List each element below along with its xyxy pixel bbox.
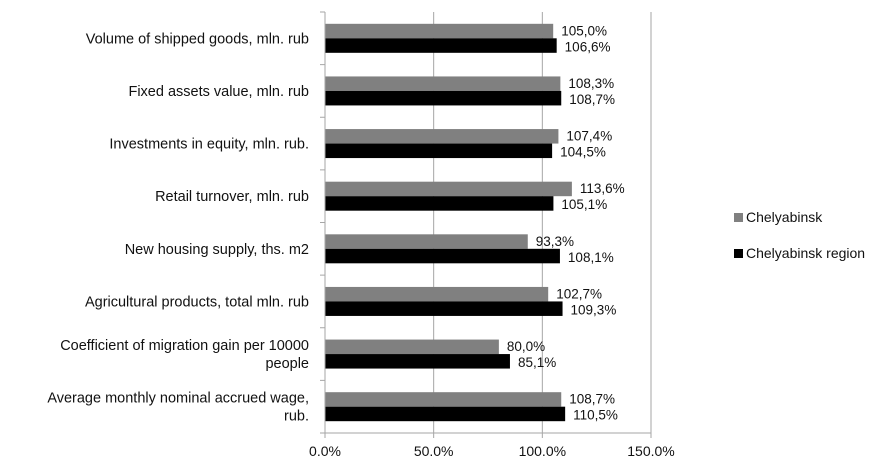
data-label: 106,6% (565, 39, 611, 54)
legend-label: Chelyabinsk region (746, 245, 865, 261)
category-label: New housing supply, ths. m2 (125, 242, 309, 258)
bar-chelyabinsk (325, 129, 559, 144)
x-tick-label: 0.0% (309, 443, 341, 459)
category-label: Average monthly nominal accrued wage, (47, 391, 309, 407)
data-label: 93,3% (536, 234, 574, 249)
bar-chelyabinsk (325, 23, 554, 39)
bar-chelyabinsk (325, 76, 561, 91)
data-label: 105,0% (561, 23, 607, 38)
bar-chelyabinsk-region (325, 143, 553, 159)
x-tick-label: 150.0% (627, 443, 674, 459)
axes (320, 11, 652, 438)
data-label: 108,7% (569, 392, 615, 407)
bar-chelyabinsk-region (325, 248, 560, 264)
bar-chelyabinsk (325, 339, 499, 355)
bar-chelyabinsk-region (325, 196, 554, 211)
data-label: 105,1% (561, 197, 607, 212)
labels: 0.0% 50.0% 100.0% 150.0% 105,0%106,6% Volume … (47, 23, 674, 459)
category-label: Retail turnover, mln. rub (155, 189, 309, 205)
category-label: Agricultural products, total mln. rub (85, 294, 309, 310)
bar-chelyabinsk-region (325, 406, 566, 422)
bar-chelyabinsk-region (325, 90, 562, 106)
data-label: 108,1% (568, 250, 614, 265)
category-label: people (265, 356, 309, 372)
bar-chelyabinsk (325, 286, 549, 302)
data-label: 108,7% (569, 92, 615, 107)
legend-label: Chelyabinsk (746, 209, 823, 225)
data-label: 109,3% (571, 302, 617, 317)
category-label: Fixed assets value, mln. rub (128, 84, 309, 100)
data-label: 102,7% (556, 286, 602, 301)
legend-swatch (734, 213, 743, 222)
legend: Chelyabinsk Chelyabinsk region (734, 209, 865, 261)
bar-chelyabinsk-region (325, 354, 510, 369)
category-label: Coefficient of migration gain per 10000 (60, 338, 309, 354)
bar-chelyabinsk-region (325, 301, 563, 316)
x-tick-label: 50.0% (414, 443, 454, 459)
data-label: 80,0% (507, 339, 545, 354)
bar-chelyabinsk (325, 392, 562, 407)
data-label: 85,1% (518, 355, 556, 370)
data-label: 107,4% (566, 129, 612, 144)
bars (325, 23, 572, 422)
x-tick-label: 100.0% (519, 443, 566, 459)
data-label: 113,6% (580, 181, 625, 196)
bar-chelyabinsk-region (325, 38, 557, 53)
data-label: 110,5% (573, 408, 618, 423)
bar-chelyabinsk (325, 181, 572, 197)
data-label: 104,5% (560, 145, 606, 160)
data-label: 108,3% (568, 76, 614, 91)
category-label: Volume of shipped goods, mln. rub (86, 31, 309, 47)
bar-chelyabinsk (325, 234, 528, 249)
legend-swatch (734, 249, 743, 258)
category-label: Investments in equity, mln. rub. (109, 137, 309, 153)
category-label: rub. (284, 409, 309, 425)
